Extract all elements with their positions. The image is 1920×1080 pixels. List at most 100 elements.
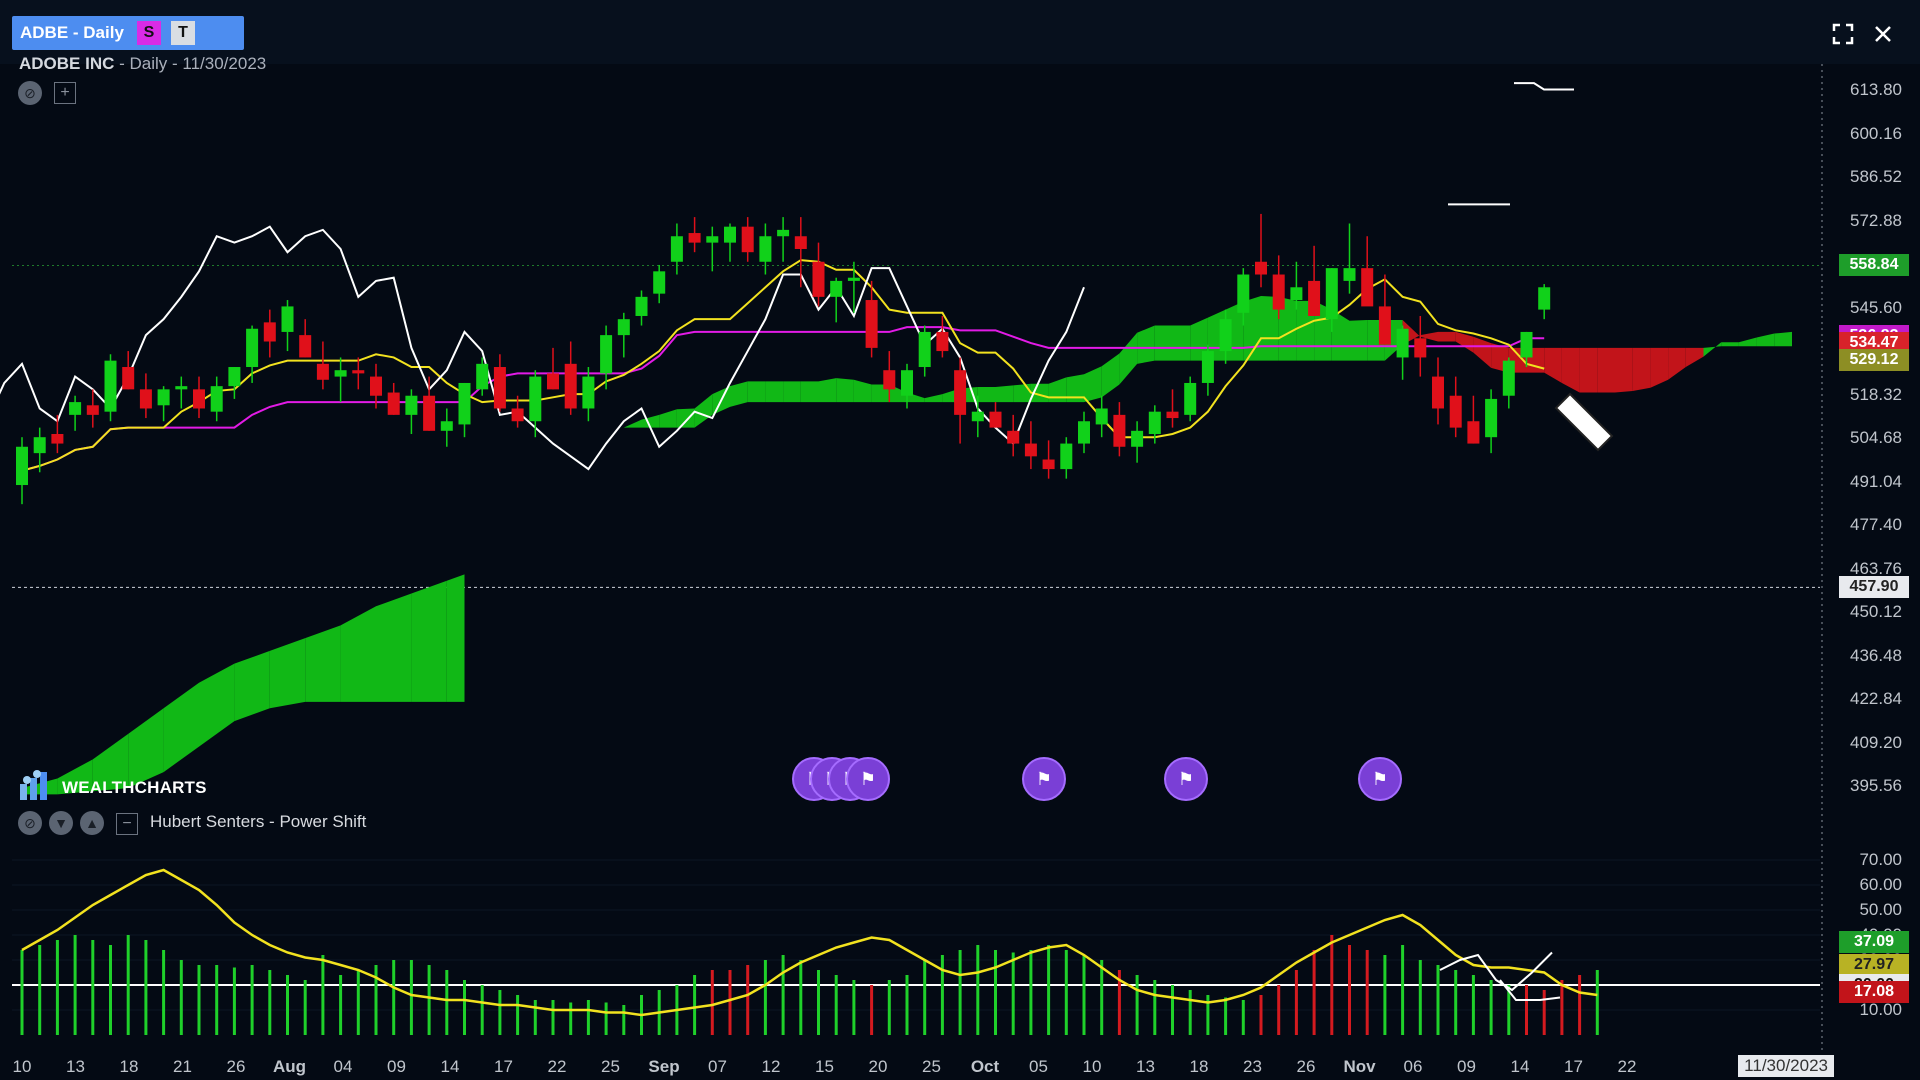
candle: [741, 226, 754, 253]
indicator-bar: [392, 960, 396, 1035]
candle: [794, 236, 807, 249]
indicator-bar: [498, 990, 502, 1035]
close-icon[interactable]: [1871, 22, 1895, 46]
date-tick: Aug: [272, 1057, 307, 1076]
indicator-bar: [746, 965, 750, 1035]
price-tick: 436.48: [1850, 645, 1902, 665]
price-tick: 572.88: [1850, 210, 1902, 230]
indicator-bar: [374, 965, 378, 1035]
candle: [954, 370, 967, 415]
cloud-segment: [694, 394, 713, 428]
indicator-bar: [162, 950, 166, 1035]
indicator-bar: [799, 960, 803, 1035]
cloud-segment: [1579, 347, 1598, 393]
cloud-segment: [1721, 342, 1739, 347]
candle: [617, 319, 630, 336]
candle: [104, 360, 117, 412]
indicator-bar: [1029, 950, 1033, 1035]
candle: [1449, 395, 1462, 428]
event-icon[interactable]: ⚑: [1164, 757, 1208, 801]
price-tick: 613.80: [1850, 80, 1902, 100]
indicator-panel[interactable]: [0, 825, 1824, 1055]
t-badge[interactable]: T: [171, 21, 195, 45]
candle: [582, 376, 595, 409]
event-icon[interactable]: ⚑: [846, 757, 890, 801]
indicator-bar: [622, 1005, 626, 1035]
date-tick: 15: [815, 1057, 834, 1076]
candle: [405, 395, 418, 415]
candle: [1255, 261, 1267, 275]
event-icon[interactable]: ⚑: [1022, 757, 1066, 801]
candle: [1308, 280, 1321, 316]
candle: [281, 306, 294, 332]
date-tick: 13: [1136, 1057, 1155, 1076]
cloud-segment: [1420, 331, 1438, 342]
symbol-tab[interactable]: ADBE - Daily S T: [12, 16, 244, 50]
expand-icon[interactable]: [1831, 22, 1855, 46]
collapse-icon[interactable]: −: [116, 813, 138, 835]
cloud-segment: [1615, 347, 1633, 393]
cloud-segment: [1774, 331, 1792, 347]
cloud-segment: [623, 419, 642, 428]
price-axis[interactable]: 613.80 600.16 586.52 572.88 545.60 518.32 504.…: [1824, 64, 1920, 1054]
move-down-icon[interactable]: ▼: [49, 811, 73, 835]
indicator-bar: [1542, 990, 1546, 1035]
cloud-segment: [1066, 374, 1084, 403]
cloud-segment: [1048, 377, 1067, 403]
wealthcharts-logo: WEALTHCHARTS: [18, 768, 218, 804]
indicator-bar: [1595, 970, 1599, 1035]
add-icon[interactable]: +: [54, 82, 76, 104]
event-icon[interactable]: ⚑: [1358, 757, 1402, 801]
indicator-bar: [1489, 980, 1493, 1035]
candle: [830, 280, 843, 297]
candle: [476, 363, 489, 390]
hide-icon[interactable]: ⊘: [18, 81, 42, 105]
candle: [759, 236, 772, 262]
indicator-bar: [1401, 945, 1405, 1035]
candle: [600, 335, 613, 374]
indicator-bar: [1383, 955, 1387, 1035]
wealthcharts-text: WEALTHCHARTS: [62, 778, 207, 797]
cloud-segment: [659, 409, 677, 428]
date-tick: 20: [868, 1057, 888, 1076]
indicator-bar: [286, 975, 289, 1035]
cloud-segment: [1438, 331, 1456, 342]
cloud-segment: [676, 408, 695, 428]
candle: [387, 392, 400, 415]
candle: [936, 331, 949, 352]
indicator-tick: 50.00: [1859, 900, 1902, 919]
indicator-bar: [976, 945, 980, 1035]
candle: [299, 335, 312, 358]
candle: [1290, 287, 1303, 301]
date-axis[interactable]: 11/30/2023 10 13 18 21 26 Aug 04 09 14 17 22 25 Sep 0…: [0, 1052, 1920, 1080]
date-tick: 13: [66, 1057, 85, 1076]
cloud-segment: [128, 708, 164, 789]
date-tick: 12: [761, 1057, 781, 1076]
price-tick: 545.60: [1850, 297, 1902, 317]
candle: [193, 389, 205, 409]
indicator-bar: [604, 1002, 608, 1035]
cloud-segment: [836, 378, 854, 403]
move-up-icon[interactable]: ▲: [80, 811, 104, 835]
candle: [901, 370, 913, 396]
indicator-bar: [887, 980, 891, 1035]
indicator-bar: [427, 965, 431, 1035]
candle: [971, 411, 984, 422]
indicator-bar: [1135, 975, 1139, 1035]
indicator-bar: [586, 1000, 590, 1035]
candle: [1024, 443, 1037, 457]
candle: [316, 363, 329, 380]
cloud-segment: [1331, 309, 1350, 361]
candle: [547, 373, 559, 390]
candle: [511, 408, 524, 422]
price-tick: 518.32: [1850, 384, 1902, 404]
candle: [246, 328, 259, 368]
price-tick: 395.56: [1850, 776, 1902, 796]
indicator-bar: [480, 985, 484, 1035]
cloud-segment: [376, 593, 412, 702]
hide-indicator-icon[interactable]: ⊘: [18, 811, 42, 835]
date-tick: 09: [1457, 1057, 1476, 1076]
date-tick: 22: [1617, 1057, 1637, 1076]
price-chart[interactable]: [0, 64, 1824, 1054]
s-badge[interactable]: S: [137, 21, 161, 45]
